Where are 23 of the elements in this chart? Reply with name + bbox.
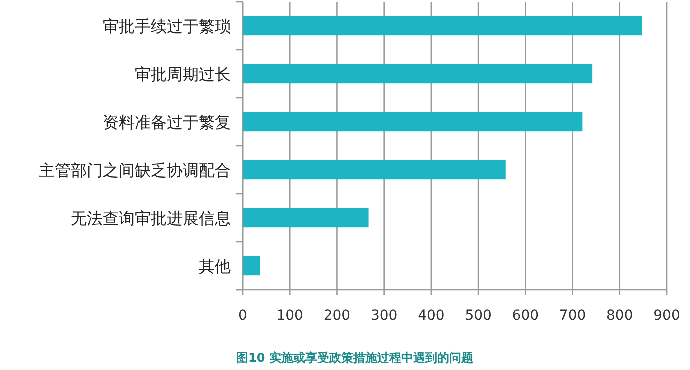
bar <box>243 112 583 132</box>
y-tick-label: 审批手续过于繁琐 <box>103 17 231 36</box>
x-tick-label: 800 <box>606 308 634 324</box>
bar <box>243 160 506 180</box>
x-tick-label: 0 <box>238 308 248 324</box>
x-tick-label: 100 <box>276 308 304 324</box>
y-tick-label: 资料准备过于繁复 <box>103 113 231 132</box>
caption: 图10 实施或享受政策措施过程中遇到的问题 <box>236 351 474 365</box>
y-tick-label: 其他 <box>199 257 231 276</box>
x-tick-label: 700 <box>559 308 586 324</box>
bar <box>243 208 369 228</box>
x-tick-label: 300 <box>370 308 398 324</box>
y-tick-label: 无法查询审批进展信息 <box>71 209 231 228</box>
bar <box>243 64 593 84</box>
y-tick-label: 审批周期过长 <box>135 65 231 84</box>
bar <box>243 16 642 36</box>
x-tick-label: 900 <box>654 308 680 324</box>
x-tick-label: 400 <box>418 308 445 324</box>
y-tick-label: 主管部门之间缺乏协调配合 <box>39 161 231 180</box>
x-tick-label: 200 <box>324 308 351 324</box>
x-tick-label: 500 <box>465 308 492 324</box>
bar <box>243 256 260 276</box>
x-tick-label: 600 <box>512 308 540 324</box>
